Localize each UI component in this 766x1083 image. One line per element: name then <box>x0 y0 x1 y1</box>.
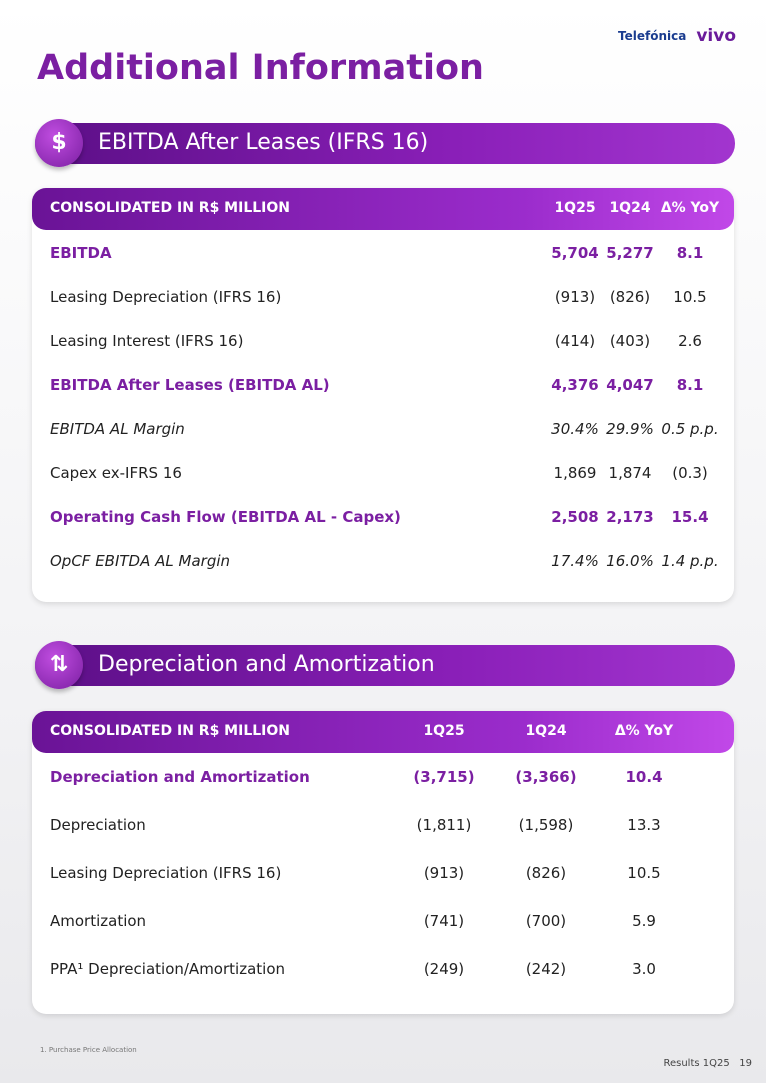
row-value: (913) <box>423 864 465 882</box>
row-label: EBITDA AL Margin <box>50 420 185 438</box>
row-value: 15.4 <box>671 508 709 526</box>
row-label: Capex ex-IFRS 16 <box>50 464 182 482</box>
header-cell: Δ% YoY <box>614 723 674 739</box>
row-value: 1,869 <box>553 464 597 482</box>
row-value: 5,704 <box>551 244 599 262</box>
footnote-text: Purchase Price Allocation <box>48 1046 137 1054</box>
row-value: (403) <box>609 332 651 350</box>
header-cell: CONSOLIDATED IN R$ MILLION <box>50 723 290 739</box>
row-value: 5,277 <box>606 244 654 262</box>
row-value: 13.3 <box>627 816 661 834</box>
row-value: 8.1 <box>676 244 704 262</box>
row-label: EBITDA After Leases (EBITDA AL) <box>50 376 330 394</box>
table-card: CONSOLIDATED IN R$ MILLION 1Q25 1Q24 Δ% YoY… <box>32 711 734 1014</box>
row-label: Leasing Depreciation (IFRS 16) <box>50 864 282 882</box>
row-value: (826) <box>525 864 567 882</box>
row-value: 5.9 <box>632 912 656 930</box>
row-label: Depreciation <box>50 816 146 834</box>
row-value: (3,715) <box>413 768 475 786</box>
row-label: Operating Cash Flow (EBITDA AL - Capex) <box>50 508 401 526</box>
row-value: (3,366) <box>515 768 577 786</box>
row-value: 10.5 <box>627 864 661 882</box>
row-value: (249) <box>423 960 465 978</box>
row-value: 10.5 <box>673 288 707 306</box>
row-value: (1,598) <box>518 816 574 834</box>
section-bar: Depreciation and Amortization <box>35 645 735 686</box>
table-header: CONSOLIDATED IN R$ MILLION 1Q25 1Q24 Δ% YoY <box>32 711 734 753</box>
footer-label: Results 1Q25 <box>663 1058 730 1069</box>
row-label: EBITDA <box>50 244 112 262</box>
footnote: 1. Purchase Price Allocation <box>40 1046 137 1054</box>
table-header: CONSOLIDATED IN R$ MILLION 1Q25 1Q24 Δ% YoY <box>32 188 734 230</box>
row-label: PPA¹ Depreciation/Amortization <box>50 960 285 978</box>
row-value: 8.1 <box>676 376 704 394</box>
header-cell: CONSOLIDATED IN R$ MILLION <box>50 200 290 216</box>
row-value: (242) <box>525 960 567 978</box>
page-title: Additional Information <box>37 48 484 88</box>
row-value: 4,376 <box>551 376 599 394</box>
row-value: 3.0 <box>632 960 656 978</box>
telefonica-logo: Telefónica <box>618 29 687 43</box>
row-value: 0.5 p.p. <box>661 420 719 438</box>
page-number: 19 <box>739 1058 752 1069</box>
row-value: (826) <box>609 288 651 306</box>
row-value: 16.0% <box>606 552 654 570</box>
row-value: 1.4 p.p. <box>661 552 719 570</box>
section-heading: Depreciation and Amortization <box>98 652 435 677</box>
section-bar: EBITDA After Leases (IFRS 16) <box>35 123 735 164</box>
vivo-logo: vivo <box>696 26 736 46</box>
row-value: (700) <box>525 912 567 930</box>
row-value: (0.3) <box>672 464 708 482</box>
section-heading: EBITDA After Leases (IFRS 16) <box>98 130 429 155</box>
header-cell: 1Q24 <box>525 723 567 739</box>
row-value: 1,874 <box>608 464 652 482</box>
section-icon: ⇅ <box>35 641 83 689</box>
row-value: 30.4% <box>551 420 599 438</box>
row-value: 2,508 <box>551 508 599 526</box>
section-icon: $ <box>35 119 83 167</box>
row-value: 2,173 <box>606 508 654 526</box>
footnote-marker: 1. <box>40 1046 47 1054</box>
row-value: 10.4 <box>625 768 663 786</box>
row-value: (1,811) <box>416 816 472 834</box>
header-cell: 1Q25 <box>423 723 465 739</box>
row-label: Leasing Interest (IFRS 16) <box>50 332 244 350</box>
row-value: (741) <box>423 912 465 930</box>
row-label: OpCF EBITDA AL Margin <box>50 552 231 570</box>
logos: Telefónica vivo <box>618 26 736 46</box>
row-value: 17.4% <box>551 552 599 570</box>
table-card: CONSOLIDATED IN R$ MILLION 1Q25 1Q24 Δ% YoY… <box>32 188 734 602</box>
row-label: Amortization <box>50 912 147 930</box>
row-value: 29.9% <box>606 420 654 438</box>
header-cell: 1Q25 <box>554 200 596 216</box>
row-value: 2.6 <box>678 332 702 350</box>
row-value: (414) <box>554 332 596 350</box>
row-value: (913) <box>554 288 596 306</box>
row-value: 4,047 <box>606 376 654 394</box>
header-cell: Δ% YoY <box>660 200 720 216</box>
footer: Results 1Q25 19 <box>663 1058 752 1069</box>
row-label: Leasing Depreciation (IFRS 16) <box>50 288 282 306</box>
header-cell: 1Q24 <box>609 200 651 216</box>
row-label: Depreciation and Amortization <box>50 768 310 786</box>
